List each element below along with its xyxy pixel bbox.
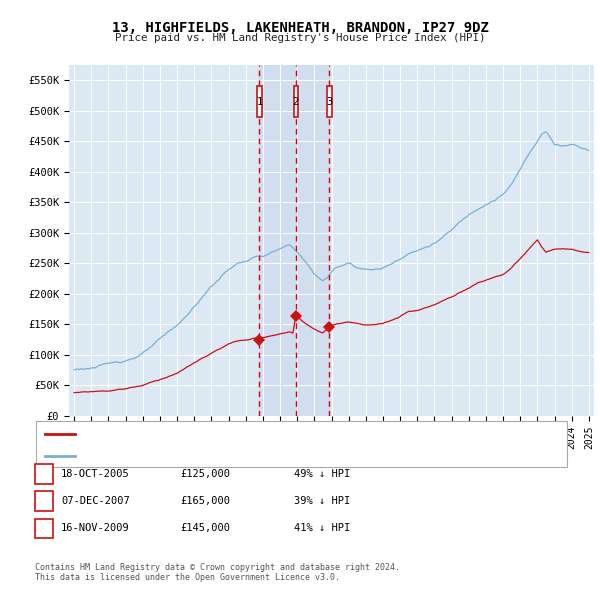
Text: 3: 3 <box>41 523 47 533</box>
Text: £145,000: £145,000 <box>180 523 230 533</box>
Text: 3: 3 <box>326 97 332 107</box>
Text: HPI: Average price, detached house, West Suffolk: HPI: Average price, detached house, West… <box>79 451 361 461</box>
Text: 1: 1 <box>41 469 47 478</box>
Bar <box>259 65 329 416</box>
Text: £125,000: £125,000 <box>180 469 230 478</box>
FancyBboxPatch shape <box>257 87 262 117</box>
Text: 07-DEC-2007: 07-DEC-2007 <box>61 496 130 506</box>
Text: £165,000: £165,000 <box>180 496 230 506</box>
Text: 13, HIGHFIELDS, LAKENHEATH, BRANDON, IP27 9DZ: 13, HIGHFIELDS, LAKENHEATH, BRANDON, IP2… <box>112 21 488 35</box>
Text: Contains HM Land Registry data © Crown copyright and database right 2024.
This d: Contains HM Land Registry data © Crown c… <box>35 563 400 582</box>
Text: 13, HIGHFIELDS, LAKENHEATH, BRANDON, IP27 9DZ (detached house): 13, HIGHFIELDS, LAKENHEATH, BRANDON, IP2… <box>79 429 443 439</box>
Text: 16-NOV-2009: 16-NOV-2009 <box>61 523 130 533</box>
Text: 2: 2 <box>293 97 299 107</box>
Text: 41% ↓ HPI: 41% ↓ HPI <box>294 523 350 533</box>
Text: 18-OCT-2005: 18-OCT-2005 <box>61 469 130 478</box>
FancyBboxPatch shape <box>327 87 332 117</box>
Text: 39% ↓ HPI: 39% ↓ HPI <box>294 496 350 506</box>
Text: 1: 1 <box>256 97 263 107</box>
Text: Price paid vs. HM Land Registry's House Price Index (HPI): Price paid vs. HM Land Registry's House … <box>115 33 485 43</box>
Text: 49% ↓ HPI: 49% ↓ HPI <box>294 469 350 478</box>
Text: 2: 2 <box>41 496 47 506</box>
FancyBboxPatch shape <box>293 87 298 117</box>
